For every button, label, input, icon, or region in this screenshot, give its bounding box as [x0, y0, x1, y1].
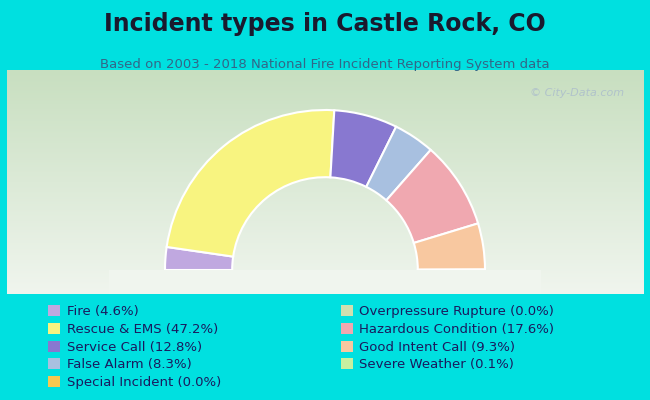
Bar [109, 270, 541, 294]
Wedge shape [414, 223, 485, 270]
Wedge shape [386, 150, 478, 243]
Text: © City-Data.com: © City-Data.com [530, 88, 625, 98]
Text: Based on 2003 - 2018 National Fire Incident Reporting System data: Based on 2003 - 2018 National Fire Incid… [100, 58, 550, 71]
Wedge shape [366, 127, 431, 200]
Wedge shape [165, 247, 233, 270]
Text: Incident types in Castle Rock, CO: Incident types in Castle Rock, CO [104, 12, 546, 36]
Wedge shape [166, 110, 334, 257]
Wedge shape [330, 110, 396, 187]
Legend: Overpressure Rupture (0.0%), Hazardous Condition (17.6%), Good Intent Call (9.3%: Overpressure Rupture (0.0%), Hazardous C… [338, 303, 557, 374]
